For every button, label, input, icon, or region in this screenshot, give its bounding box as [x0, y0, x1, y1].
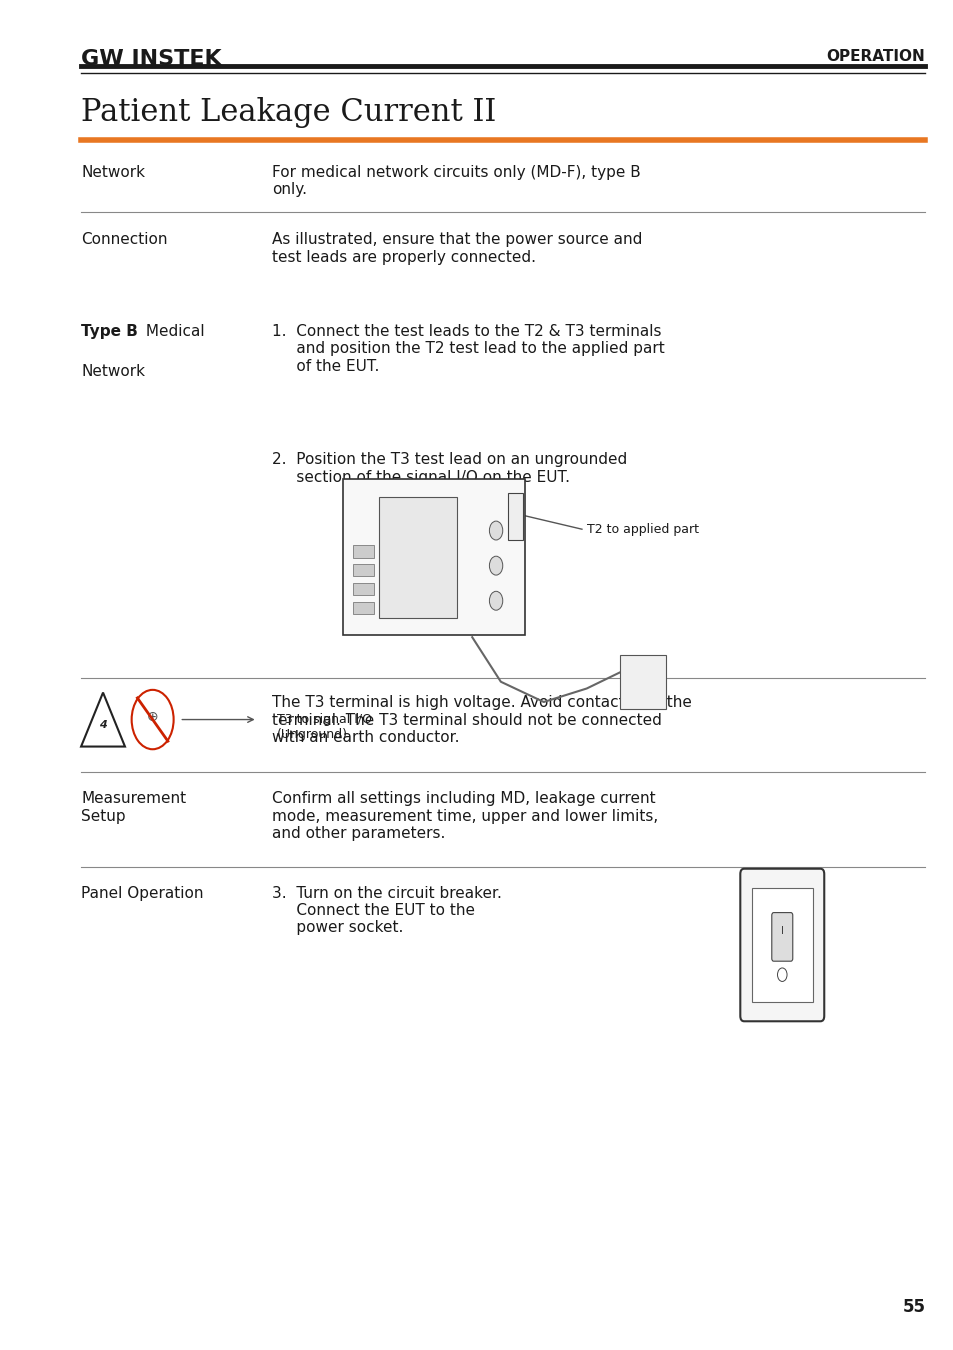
FancyBboxPatch shape — [353, 564, 374, 576]
Text: OPERATION: OPERATION — [825, 49, 924, 63]
Text: T3 to signal I/O
(Unground): T3 to signal I/O (Unground) — [276, 713, 372, 741]
FancyBboxPatch shape — [353, 602, 374, 614]
Text: Network: Network — [81, 165, 145, 180]
Circle shape — [132, 690, 173, 749]
Text: I: I — [780, 926, 783, 937]
FancyBboxPatch shape — [771, 913, 792, 961]
Text: Connection: Connection — [81, 232, 168, 247]
Text: 4: 4 — [99, 720, 107, 730]
FancyBboxPatch shape — [740, 869, 823, 1022]
Text: 55: 55 — [902, 1299, 924, 1316]
Text: As illustrated, ensure that the power source and
test leads are properly connect: As illustrated, ensure that the power so… — [272, 232, 641, 265]
Text: For medical network circuits only (MD-F), type B
only.: For medical network circuits only (MD-F)… — [272, 165, 640, 197]
Circle shape — [489, 556, 502, 575]
FancyBboxPatch shape — [343, 479, 524, 634]
FancyBboxPatch shape — [378, 497, 456, 618]
Text: Measurement
Setup: Measurement Setup — [81, 791, 186, 823]
Text: Confirm all settings including MD, leakage current
mode, measurement time, upper: Confirm all settings including MD, leaka… — [272, 791, 658, 841]
Text: Network: Network — [81, 364, 145, 379]
Polygon shape — [81, 693, 125, 747]
Text: T2 to applied part: T2 to applied part — [586, 522, 698, 536]
FancyBboxPatch shape — [619, 655, 665, 709]
Text: Medical: Medical — [141, 324, 205, 339]
Text: 1.  Connect the test leads to the T2 & T3 terminals
     and position the T2 tes: 1. Connect the test leads to the T2 & T3… — [272, 324, 664, 374]
FancyBboxPatch shape — [353, 545, 374, 558]
Text: The T3 terminal is high voltage. Avoid contact with the
terminal. The T3 termina: The T3 terminal is high voltage. Avoid c… — [272, 695, 691, 745]
Text: GW INSTEK: GW INSTEK — [81, 49, 221, 69]
Text: 3.  Turn on the circuit breaker.
     Connect the EUT to the
     power socket.: 3. Turn on the circuit breaker. Connect … — [272, 886, 501, 936]
Text: Patient Leakage Current II: Patient Leakage Current II — [81, 97, 496, 128]
Circle shape — [489, 591, 502, 610]
Circle shape — [489, 521, 502, 540]
Text: 2.  Position the T3 test lead on an ungrounded
     section of the signal I/O on: 2. Position the T3 test lead on an ungro… — [272, 452, 626, 485]
FancyBboxPatch shape — [353, 583, 374, 595]
Text: ⊕: ⊕ — [147, 710, 158, 724]
FancyBboxPatch shape — [508, 493, 522, 540]
FancyBboxPatch shape — [751, 888, 812, 1002]
Circle shape — [777, 968, 786, 981]
Text: Type B: Type B — [81, 324, 138, 339]
Text: Panel Operation: Panel Operation — [81, 886, 203, 900]
